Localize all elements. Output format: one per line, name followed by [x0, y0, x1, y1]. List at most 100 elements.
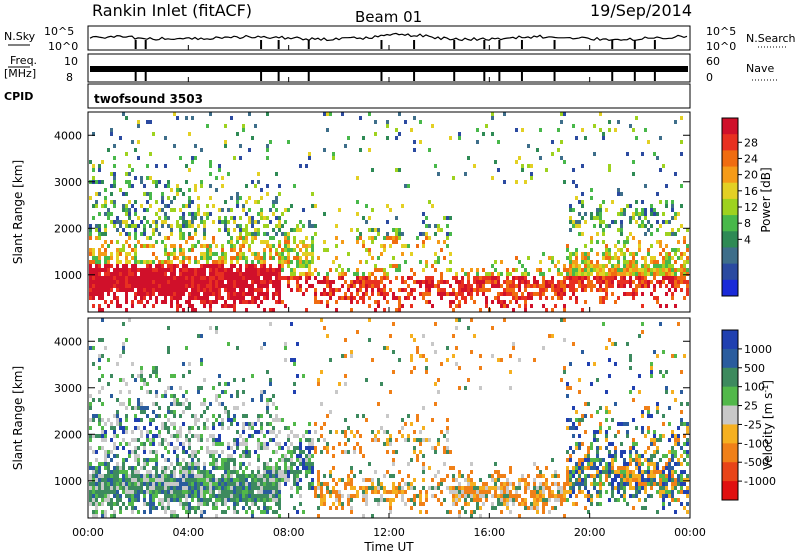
heatmap-cell [236, 394, 239, 398]
heatmap-cell [110, 200, 113, 204]
heatmap-cell [221, 462, 224, 466]
heatmap-cell [632, 292, 635, 296]
heatmap-cell [584, 272, 587, 276]
heatmap-cell [125, 292, 128, 296]
heatmap-cell [137, 490, 140, 494]
heatmap-cell [500, 272, 503, 276]
heatmap-cell [239, 256, 242, 260]
heatmap-cell [629, 204, 632, 208]
heatmap-cell [329, 112, 332, 116]
heatmap-cell [374, 268, 377, 272]
heatmap-cell [221, 296, 224, 300]
heatmap-cell [194, 156, 197, 160]
heatmap-cell [335, 390, 338, 394]
heatmap-cell [443, 280, 446, 284]
heatmap-cell [404, 280, 407, 284]
heatmap-cell [137, 268, 140, 272]
heatmap-cell [176, 264, 179, 268]
heatmap-cell [248, 112, 251, 116]
heatmap-cell [605, 288, 608, 292]
heatmap-cell [587, 276, 590, 280]
heatmap-cell [251, 224, 254, 228]
heatmap-cell [209, 212, 212, 216]
heatmap-cell [131, 490, 134, 494]
heatmap-cell [266, 494, 269, 498]
heatmap-cell [161, 292, 164, 296]
heatmap-cell [197, 292, 200, 296]
heatmap-cell [98, 284, 101, 288]
heatmap-cell [569, 284, 572, 288]
heatmap-cell [476, 486, 479, 490]
heatmap-cell [236, 256, 239, 260]
heatmap-cell [437, 228, 440, 232]
heatmap-cell [203, 474, 206, 478]
heatmap-cell [149, 438, 152, 442]
heatmap-cell [233, 308, 236, 312]
heatmap-cell [653, 474, 656, 478]
heatmap-cell [632, 478, 635, 482]
heatmap-cell [614, 498, 617, 502]
heatmap-cell [167, 474, 170, 478]
cpid-label: CPID [4, 90, 33, 103]
heatmap-cell [329, 280, 332, 284]
heatmap-cell [566, 470, 569, 474]
cpid-frame [87, 83, 691, 109]
heatmap-cell [593, 438, 596, 442]
heatmap-cell [527, 144, 530, 148]
heatmap-cell [461, 276, 464, 280]
heatmap-cell [140, 418, 143, 422]
heatmap-cell [500, 498, 503, 502]
heatmap-cell [617, 422, 620, 426]
heatmap-cell [677, 228, 680, 232]
heatmap-cell [245, 466, 248, 470]
heatmap-cell [512, 482, 515, 486]
heatmap-cell [587, 362, 590, 366]
heatmap-cell [653, 272, 656, 276]
heatmap-cell [134, 268, 137, 272]
heatmap-cell [503, 180, 506, 184]
heatmap-cell [338, 478, 341, 482]
heatmap-cell [656, 466, 659, 470]
heatmap-cell [134, 406, 137, 410]
heatmap-cell [236, 498, 239, 502]
heatmap-cell [485, 276, 488, 280]
heatmap-cell [164, 390, 167, 394]
heatmap-cell [548, 268, 551, 272]
heatmap-cell [128, 450, 131, 454]
heatmap-cell [572, 224, 575, 228]
heatmap-cell [437, 240, 440, 244]
heatmap-cell [455, 318, 458, 322]
heatmap-cell [434, 450, 437, 454]
heatmap-cell [269, 506, 272, 510]
heatmap-cell [122, 192, 125, 196]
heatmap-cell [566, 276, 569, 280]
heatmap-cell [596, 288, 599, 292]
heatmap-cell [605, 280, 608, 284]
heatmap-cell [551, 474, 554, 478]
heatmap-cell [422, 478, 425, 482]
heatmap-cell [173, 434, 176, 438]
heatmap-cell [212, 292, 215, 296]
heatmap-cell [551, 296, 554, 300]
heatmap-cell [632, 418, 635, 422]
heatmap-cell [566, 386, 569, 390]
heatmap-cell [302, 462, 305, 466]
heatmap-cell [113, 224, 116, 228]
heatmap-cell [527, 164, 530, 168]
heatmap-cell [98, 292, 101, 296]
heatmap-cell [236, 276, 239, 280]
heatmap-cell [512, 342, 515, 346]
heatmap-cell [563, 264, 566, 268]
heatmap-cell [665, 272, 668, 276]
heatmap-cell [134, 446, 137, 450]
heatmap-cell [101, 446, 104, 450]
heatmap-cell [641, 272, 644, 276]
heatmap-cell [152, 370, 155, 374]
heatmap-cell [671, 276, 674, 280]
heatmap-cell [449, 284, 452, 288]
heatmap-cell [221, 490, 224, 494]
heatmap-cell [428, 292, 431, 296]
heatmap-cell [494, 280, 497, 284]
heatmap-cell [128, 284, 131, 288]
heatmap-cell [218, 382, 221, 386]
